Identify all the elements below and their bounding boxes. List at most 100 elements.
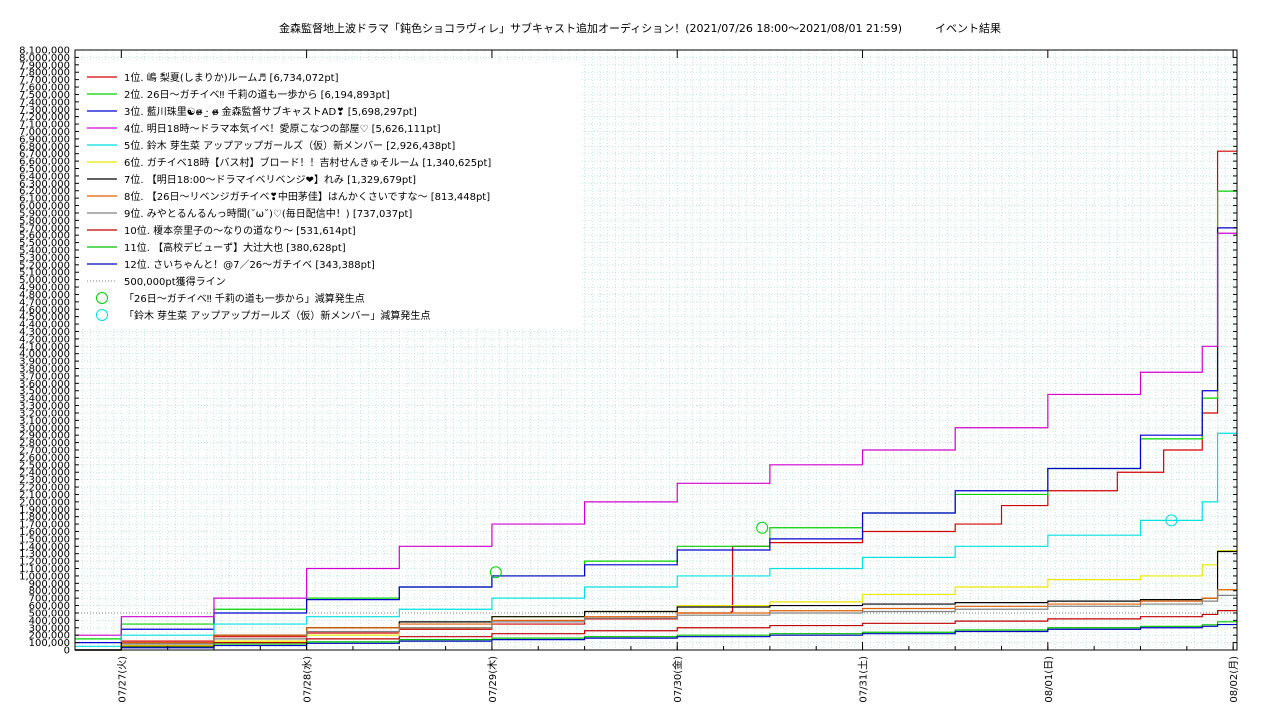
legend-label-10: 10位. 榎本奈里子の〜なりの道なり〜 [531,614pt] [124,224,356,237]
y-tick-label: 800,000 [29,586,70,597]
y-tick-label: 3,300,000 [19,401,70,412]
marker-point-1 [489,566,502,579]
y-tick-label: 4,800,000 [19,290,70,301]
series-line-4 [75,232,1237,636]
y-tick-label: 5,500,000 [19,238,70,249]
plot-frame [74,49,1238,651]
legend-label-5: 5位. 鈴木 芽生菜 アップアップガールズ（仮）新メンバー [2,926,438… [124,139,455,152]
y-tick-label: 2,700,000 [19,446,70,457]
y-tick-label: 2,200,000 [19,483,70,494]
chart-title: 金森監督地上波ドラマ「鈍色ショコラヴィレ」サブキャスト追加オーディション！(20… [278,22,1001,35]
legend-label-8: 8位. 【26日〜リベンジガチイベ❣中田茅佳】はんかくさいですな〜 [813,4… [124,190,490,203]
y-tick-label: 6,900,000 [19,134,70,145]
y-tick-label: 4,700,000 [19,297,70,308]
y-tick-label: 5,300,000 [19,253,70,264]
y-tick-label: 7,300,000 [19,105,70,116]
legend-marker-2 [96,309,108,321]
y-tick-label: 4,200,000 [19,334,70,345]
y-tick-label: 7,400,000 [19,97,70,108]
y-tick-label: 3,400,000 [19,394,70,405]
y-tick-label: 1,900,000 [19,505,70,516]
x-tick-label: 08/02(月) [1228,656,1240,703]
y-tick-label: 7,500,000 [19,90,70,101]
y-tick-label: 500,000 [29,608,70,619]
y-tick-label: 5,900,000 [19,208,70,219]
y-tick-label: 3,000,000 [19,423,70,434]
legend-label-11: 11位. 【高校デビューず】大辻大也 [380,628pt] [124,241,346,254]
y-tick-label: 700,000 [29,594,70,605]
y-tick-label: 6,700,000 [19,149,70,160]
x-tick-label: 07/31(土) [857,656,870,703]
y-tick-label: 6,000,000 [19,201,70,212]
y-tick-label: 0 [64,646,70,657]
y-tick-label: 1,200,000 [19,557,70,568]
y-tick-label: 3,800,000 [19,364,70,375]
y-tick-label: 5,400,000 [19,246,70,257]
series-line-11 [75,621,1237,651]
y-tick-label: 6,400,000 [19,171,70,182]
y-tick-label: 1,500,000 [19,534,70,545]
y-tick-label: 4,600,000 [19,305,70,316]
x-tick-label: 07/29(木) [487,656,499,703]
y-tick-label: 2,300,000 [19,475,70,486]
y-tick-label: 600,000 [29,601,70,612]
y-tick-label: 5,100,000 [19,268,70,279]
series-line-6 [75,550,1237,651]
y-tick-label: 6,100,000 [19,194,70,205]
y-tick-label: 7,800,000 [19,68,70,79]
legend-label-7: 7位. 【明日18:00〜ドラマイベリベンジ❤】れみ [1,329,679pt] [124,173,416,186]
x-tick-label: 07/27(火) [116,656,128,703]
y-tick-label: 1,600,000 [19,527,70,538]
y-tick-label: 300,000 [29,623,70,634]
y-tick-label: 3,100,000 [19,416,70,427]
y-tick-label: 3,600,000 [19,379,70,390]
y-tick-label: 7,700,000 [19,75,70,86]
marker-point-1 [756,521,769,534]
y-tick-label: 5,700,000 [19,223,70,234]
y-tick-label: 3,700,000 [19,371,70,382]
y-tick-label: 2,400,000 [19,468,70,479]
series-line-10 [75,610,1237,651]
legend-label-6: 6位. ガチイベ18時【バス村】ブロード！！吉村せんきゅそルーム [1,340,… [124,156,491,169]
y-tick-label: 100,000 [29,638,70,649]
y-tick-label: 5,000,000 [19,275,70,286]
x-tick-label: 08/01(日) [1044,656,1055,703]
y-tick-label: 1,300,000 [19,549,70,560]
series-line-5 [75,432,1237,647]
series-line-3 [75,227,1237,644]
y-tick-label: 1,000,000 [19,571,70,582]
y-tick-label: 7,100,000 [19,120,70,131]
y-tick-label: 2,600,000 [19,453,70,464]
legend-label-1: 1位. 嶋 梨夏(しまりか)ルーム♬ [6,734,072pt] [124,71,339,84]
y-tick-label: 7,200,000 [19,112,70,123]
y-tick-label: 2,100,000 [19,490,70,501]
legend-label-2: 2位. 26日〜ガチイベ‼ 千莉の道も一歩から [6,194,893pt] [124,88,390,101]
y-tick-label: 5,200,000 [19,260,70,271]
y-tick-label: 1,800,000 [19,512,70,523]
y-tick-label: 4,400,000 [19,320,70,331]
series-line-2 [75,190,1237,640]
x-tick-label: 07/30(金) [671,656,684,703]
y-tick-label: 6,300,000 [19,179,70,190]
y-tick-label: 6,500,000 [19,164,70,175]
y-tick-label: 1,100,000 [19,564,70,575]
series-line-12 [75,623,1237,651]
y-tick-label: 2,900,000 [19,431,70,442]
legend-background [80,62,580,327]
legend-label-3: 3位. 藍川珠里☯ɞ̴̶̷ ·̫ ɞ̴̶̷ 金森監督サブキャストAD❣ [5,6… [124,105,417,118]
y-tick-label: 5,600,000 [19,231,70,242]
legend-marker-label-2: 「鈴木 芽生菜 アップアップガールズ（仮）新メンバー」減算発生点 [124,309,430,322]
y-tick-label: 2,500,000 [19,460,70,471]
legend-label-4: 4位. 明日18時〜ドラマ本気イベ！愛原こなつの部屋♡ [5,626,111pt… [124,122,441,135]
y-tick-label: 4,900,000 [19,283,70,294]
series-line-9 [75,594,1237,651]
marker-point-2 [1165,514,1178,527]
legend-label-9: 9位. みやとるんるんっ時間(˘ω˘)♡(毎日配信中！) [737,037pt] [124,207,412,220]
legend-marker-label-1: 「26日〜ガチイベ‼ 千莉の道も一歩から」減算発生点 [124,292,365,305]
y-tick-label: 200,000 [29,631,70,642]
y-tick-label: 7,000,000 [19,127,70,138]
y-tick-label: 3,500,000 [19,386,70,397]
y-tick-label: 7,900,000 [19,60,70,71]
y-tick-label: 3,200,000 [19,408,70,419]
